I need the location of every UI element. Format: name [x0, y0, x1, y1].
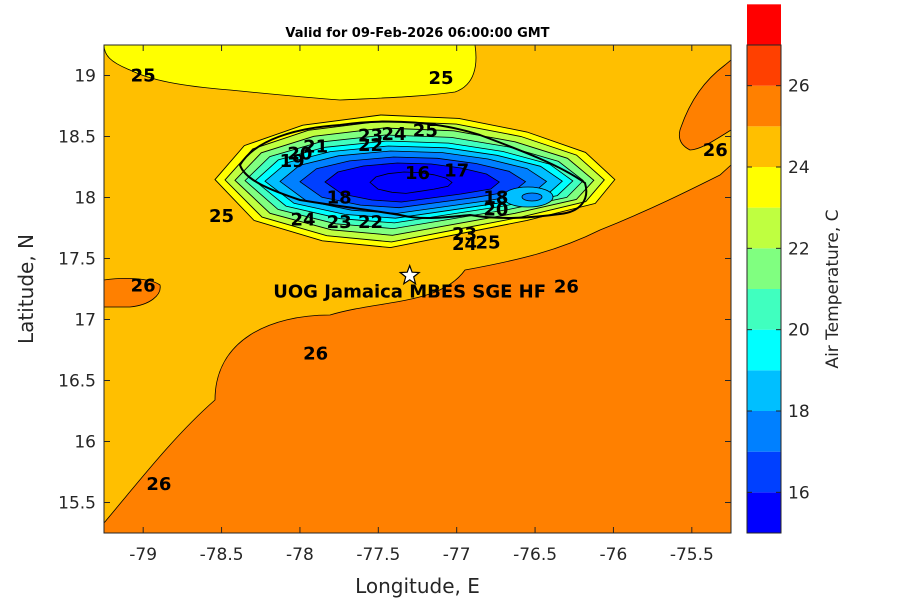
colorbar-swatch — [747, 248, 781, 289]
colorbar-tick-label: 20 — [788, 321, 810, 341]
y-tick-label: 18 — [74, 189, 96, 209]
contour-label: 25 — [476, 233, 501, 254]
colorbar-tick-label: 26 — [788, 77, 810, 97]
contour-label: 26 — [146, 474, 171, 495]
contour-band-25-26-w — [104, 278, 161, 308]
contour-label: 24 — [381, 124, 406, 145]
contour-label: 18 — [483, 188, 508, 209]
y-tick-label: 17.5 — [58, 250, 96, 270]
y-tick-label: 16.5 — [58, 372, 96, 392]
station-star-icon — [398, 263, 421, 286]
contour-band-14 — [369, 171, 453, 194]
x-tick-label: -77.5 — [356, 545, 400, 565]
colorbar-swatch — [747, 370, 781, 411]
colorbar-swatch — [747, 126, 781, 167]
contour-label: 24 — [291, 209, 316, 230]
y-axis-label: Latitude, N — [14, 234, 38, 344]
plot-area — [104, 45, 731, 533]
colorbar-frame — [746, 44, 782, 534]
contour-label: 17 — [444, 161, 469, 182]
contour-label: 25 — [209, 206, 234, 227]
x-tick-label: -76 — [600, 545, 628, 565]
contour-label: 22 — [358, 212, 383, 233]
jamaica-coastline — [238, 120, 588, 220]
x-tick-label: -78.5 — [200, 545, 244, 565]
x-tick-label: -77 — [443, 545, 471, 565]
contour-label: 25 — [428, 68, 453, 89]
contour-label: 20 — [483, 200, 508, 221]
contour-label: 23 — [327, 212, 352, 233]
x-tick-label: -75.5 — [670, 545, 714, 565]
contour-label: 20 — [287, 144, 312, 165]
chart-title: Valid for 09-Feb-2026 06:00:00 GMT — [285, 26, 549, 41]
y-tick-label: 17 — [74, 311, 96, 331]
x-tick-label: -79 — [129, 545, 157, 565]
plot-frame — [103, 44, 732, 534]
contour-label: 26 — [703, 140, 728, 161]
colorbar-swatch — [747, 4, 781, 46]
colorbar-swatch — [747, 492, 781, 533]
colorbar: 16 18 20 22 24 26 — [746, 4, 810, 534]
contour-band-east-core — [521, 192, 543, 202]
contour-band-25-26-ne — [678, 59, 731, 151]
y-tick-label: 19 — [74, 67, 96, 87]
contour-label: 26 — [303, 344, 328, 365]
y-tick-label: 18.5 — [58, 128, 96, 148]
contour-label: 23 — [452, 224, 477, 245]
colorbar-label: Air Temperature, C — [823, 209, 843, 368]
colorbar-swatch — [747, 85, 781, 127]
x-tick-label: -76.5 — [513, 545, 557, 565]
contour-label: 22 — [358, 135, 383, 156]
station-marker-group: UOG Jamaica MBES SGE HF — [273, 263, 546, 303]
y-axis: 15.5 16 16.5 17 17.5 18 18.5 19 — [58, 67, 731, 514]
colorbar-swatch — [747, 411, 781, 452]
contour-label: 16 — [405, 163, 430, 184]
contour-label: 26 — [554, 277, 579, 298]
y-tick-label: 16 — [74, 433, 96, 453]
colorbar-tick-label: 24 — [788, 158, 810, 178]
contour-label: 23 — [358, 125, 383, 146]
contour-band-23-24-north — [104, 45, 477, 101]
contour-label: 24 — [452, 234, 477, 255]
x-tick-label: -78 — [286, 545, 314, 565]
contour-label: 21 — [303, 136, 328, 157]
y-tick-label: 15.5 — [58, 494, 96, 514]
colorbar-swatch — [747, 329, 781, 371]
colorbar-swatch — [747, 451, 781, 493]
x-axis: -79 -78.5 -78 -77.5 -77 -76.5 -76 -75.5 — [129, 45, 714, 565]
colorbar-swatch — [747, 167, 781, 208]
contour-label: 18 — [327, 188, 352, 209]
colorbar-tick-label: 16 — [788, 483, 810, 503]
colorbar-swatch — [747, 289, 781, 330]
contour-label: 25 — [131, 66, 156, 87]
colorbar-tick-label: 22 — [788, 239, 810, 259]
contour-label: 25 — [413, 120, 438, 141]
contour-label: 19 — [280, 151, 305, 172]
colorbar-swatch — [747, 207, 781, 249]
colorbar-tick-label: 18 — [788, 402, 810, 422]
x-axis-label: Longitude, E — [355, 574, 480, 598]
contour-band-25-26 — [104, 164, 731, 533]
colorbar-swatch — [747, 45, 781, 86]
contour-label: 26 — [131, 275, 156, 296]
station-label: UOG Jamaica MBES SGE HF — [273, 282, 546, 303]
